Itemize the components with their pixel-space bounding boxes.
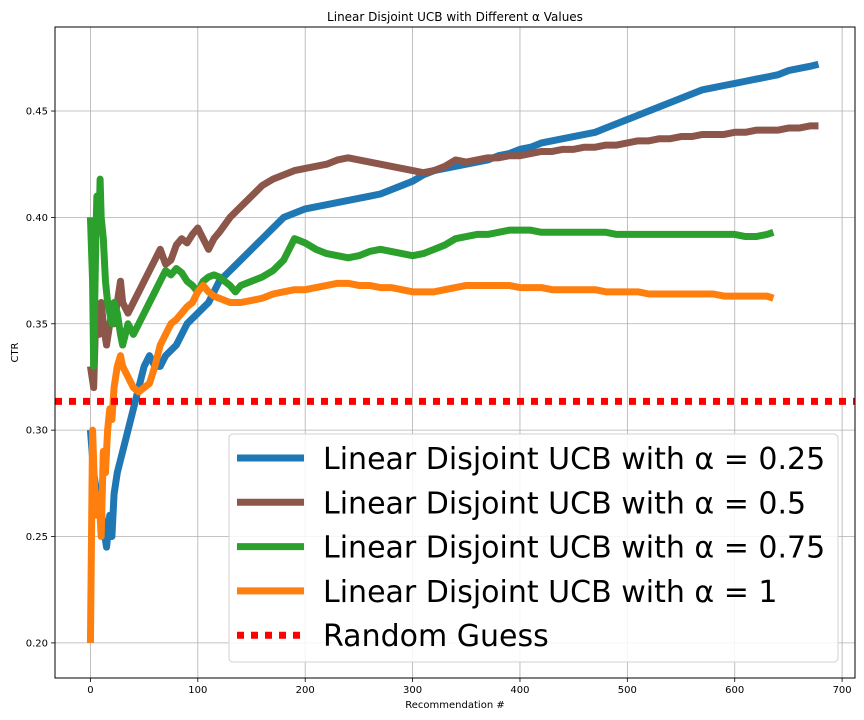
chart-title: Linear Disjoint UCB with Different α Val…: [327, 10, 583, 24]
x-axis-label: Recommendation #: [405, 700, 504, 711]
series-line-linear-disjoint-ucb-with-0-5: [86, 122, 819, 392]
series-lines: [55, 60, 855, 643]
legend-label: Linear Disjoint UCB with α = 0.5: [323, 486, 806, 521]
x-tick-label: 400: [510, 685, 529, 696]
axis-ticks: 0 100 200 300 400 500 600 700 0.20 0.25 0.30 0.35 0.…: [26, 107, 852, 696]
y-tick-label: 0.30: [26, 426, 48, 437]
y-axis-label: CTR: [10, 342, 21, 362]
legend-label: Random Guess: [323, 619, 549, 654]
y-tick-label: 0.20: [26, 638, 48, 649]
x-tick-label: 600: [725, 685, 744, 696]
y-tick-label: 0.45: [26, 107, 48, 118]
legend-label: Linear Disjoint UCB with α = 1: [323, 575, 777, 610]
x-tick-label: 500: [618, 685, 637, 696]
series-line-linear-disjoint-ucb-with-0-75: [86, 175, 775, 370]
series-line-linear-disjoint-ucb-with-1: [86, 279, 775, 643]
plot-frame: [54, 26, 856, 679]
legend-label: Linear Disjoint UCB with α = 0.25: [323, 442, 825, 477]
legend-label: Linear Disjoint UCB with α = 0.75: [323, 531, 825, 566]
x-tick-label: 700: [833, 685, 852, 696]
x-tick-label: 300: [403, 685, 422, 696]
x-tick-label: 200: [296, 685, 315, 696]
y-tick-label: 0.25: [26, 532, 48, 543]
x-tick-label: 0: [87, 685, 93, 696]
x-tick-label: 100: [188, 685, 207, 696]
y-tick-label: 0.35: [26, 319, 48, 330]
series-line-linear-disjoint-ucb-with-0-25: [86, 60, 820, 551]
y-tick-label: 0.40: [26, 213, 48, 224]
legend: Linear Disjoint UCB with α = 0.25 Linear …: [228, 433, 839, 663]
legend-box: [228, 433, 839, 663]
